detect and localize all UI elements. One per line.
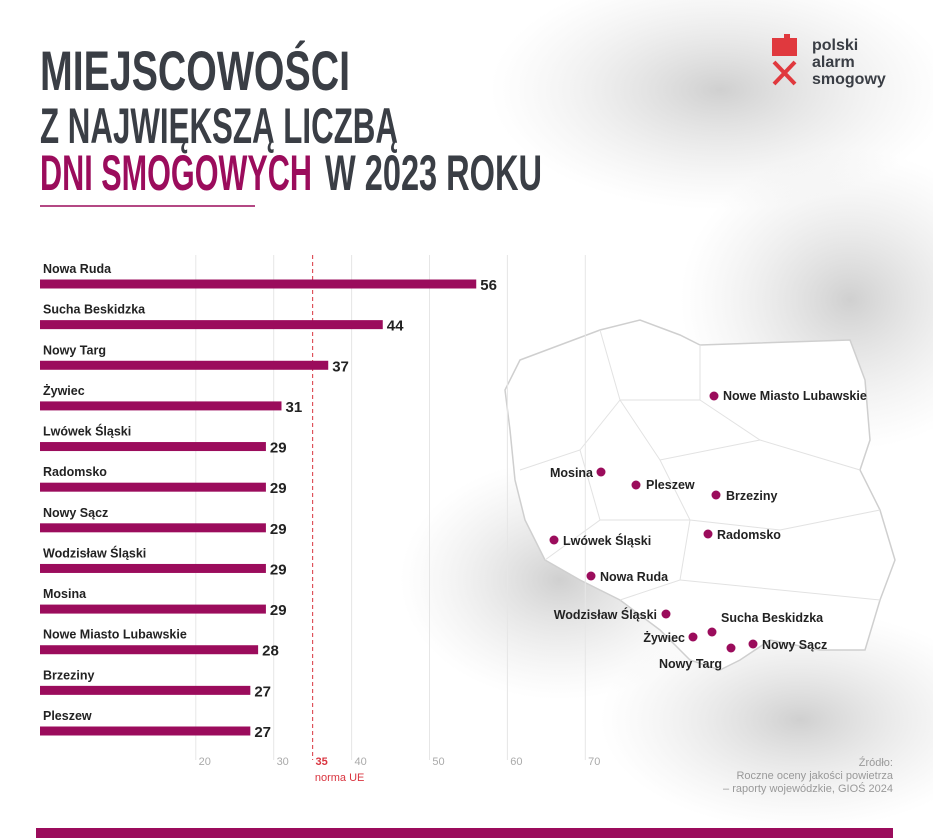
category-label: Sucha Beskidzka [43, 303, 146, 317]
bar [40, 523, 266, 533]
bar [40, 482, 266, 492]
category-label: Nowy Targ [43, 343, 106, 357]
city-label: Nowa Ruda [600, 570, 669, 584]
city-label: Żywiec [643, 630, 685, 645]
city-label: Radomsko [717, 528, 781, 542]
category-label: Żywiec [43, 383, 85, 398]
category-label: Lwówek Śląski [43, 424, 131, 439]
city-label: Brzeziny [726, 489, 777, 503]
bar [40, 279, 477, 289]
bar [40, 401, 282, 411]
category-label: Brzeziny [43, 668, 94, 682]
city-label: Nowy Targ [659, 657, 722, 671]
value-label: 29 [270, 561, 287, 578]
city-dot [596, 467, 606, 477]
bar [40, 685, 251, 695]
logo-text: smogowy [812, 71, 886, 88]
category-label: Nowe Miasto Lubawskie [43, 628, 187, 642]
city-dot [709, 391, 719, 401]
city-label: Wodzisław Śląski [554, 607, 657, 622]
city-dot [711, 490, 721, 500]
value-label: 29 [270, 602, 287, 619]
logo-text: polski [812, 37, 858, 54]
x-tick-label: 50 [432, 756, 444, 768]
x-tick-label: 30 [277, 756, 289, 768]
threshold-label: 35 [316, 756, 328, 768]
city-dot [688, 632, 698, 642]
category-label: Pleszew [43, 709, 92, 723]
value-label: 29 [270, 521, 287, 538]
category-label: Mosina [43, 587, 87, 601]
city-dot [748, 639, 758, 649]
city-dot [549, 535, 559, 545]
category-label: Wodzisław Śląski [43, 545, 146, 560]
category-label: Radomsko [43, 465, 107, 479]
value-label: 29 [270, 480, 287, 497]
value-label: 56 [480, 277, 497, 294]
city-label: Mosina [550, 466, 594, 480]
category-label: Nowy Sącz [43, 506, 108, 520]
city-label: Nowe Miasto Lubawskie [723, 389, 867, 403]
city-dot [703, 529, 713, 539]
category-label: Nowa Ruda [43, 262, 112, 276]
source: Źródło: [859, 756, 893, 769]
title-highlight: DNI SMOGOWYCH [40, 145, 312, 201]
logo-text: alarm [812, 54, 855, 71]
bar [40, 604, 266, 614]
bar [40, 726, 251, 736]
x-tick-label: 70 [588, 756, 600, 768]
city-label: Nowy Sącz [762, 638, 827, 652]
city-dot [726, 643, 736, 653]
city-dot [586, 571, 596, 581]
logo-icon [772, 34, 797, 86]
bar [40, 563, 266, 573]
city-label: Sucha Beskidzka [721, 611, 824, 625]
map-regions [519, 329, 881, 601]
title-line: MIEJSCOWOŚCI [40, 39, 350, 102]
bar [40, 442, 266, 452]
source: – raporty wojewódzkie, GIOŚ 2024 [723, 782, 893, 795]
bar [40, 360, 329, 370]
city-label: Pleszew [646, 478, 695, 492]
city-label: Lwówek Śląski [563, 533, 651, 548]
x-tick-label: 60 [510, 756, 522, 768]
value-label: 27 [254, 683, 271, 700]
footer-bar [36, 828, 893, 838]
title-line: Z NAJWIĘKSZĄ LICZBĄ [40, 98, 398, 154]
value-label: 29 [270, 440, 287, 457]
value-label: 28 [262, 643, 279, 660]
source: Roczne oceny jakości powietrza [736, 770, 893, 782]
x-tick-label: 20 [199, 756, 211, 768]
threshold-note: norma UE [315, 772, 365, 784]
bar [40, 645, 259, 655]
value-label: 37 [332, 358, 349, 375]
x-tick-label: 40 [354, 756, 366, 768]
city-dot [661, 609, 671, 619]
value-label: 31 [285, 399, 302, 416]
city-dot [707, 627, 717, 637]
map-outline [504, 319, 896, 671]
bar-chart: 20 30 40 50 60 70 35 norma UE Nowa Ruda 56 Sucha B… [40, 255, 600, 784]
value-label: 27 [254, 724, 271, 741]
value-label: 44 [387, 318, 404, 335]
title-rest: W 2023 ROKU [325, 145, 542, 201]
bar [40, 320, 383, 330]
city-dot [631, 480, 641, 490]
